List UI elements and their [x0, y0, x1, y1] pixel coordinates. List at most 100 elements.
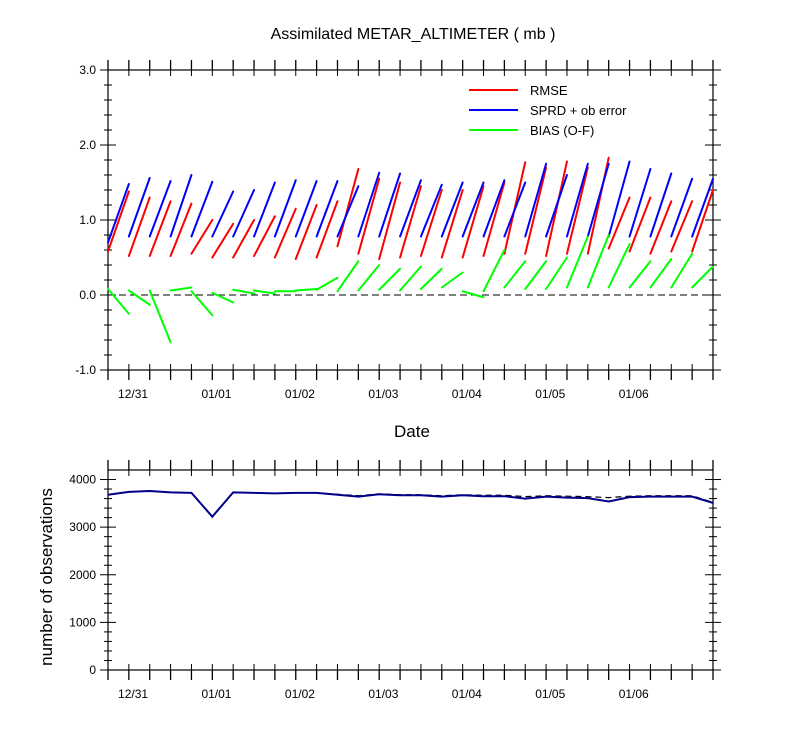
top-series-0-segment [315, 200, 339, 259]
top-series-1-segment [127, 177, 151, 238]
top-series-2-segment [565, 235, 589, 289]
top-series-0-segment [253, 215, 276, 257]
top-series-0-segment [232, 219, 256, 259]
top-series-0-segment [524, 166, 548, 255]
top-series-2-segment [399, 265, 422, 292]
top-series-1-segment [524, 162, 548, 238]
top-series-0-segment [169, 202, 193, 257]
top-series-2-segment [107, 288, 130, 315]
top-series-1-segment [315, 180, 339, 238]
top-series-0-segment [628, 196, 652, 253]
top-series-0-segment [211, 222, 235, 259]
top-series-1-segment [649, 172, 673, 238]
top-series-2-segment [169, 286, 193, 292]
bottom-frame [107, 469, 714, 671]
bottom-ytick-label: 4000 [69, 473, 96, 487]
top-series-0-segment [440, 189, 464, 259]
top-series-2-segment [649, 258, 673, 289]
top-series-2-segment [545, 256, 568, 290]
top-series-2-segment [232, 288, 256, 295]
top-series-0-segment [607, 196, 631, 250]
top-series-0-segment [399, 185, 422, 259]
top-xtick-label: 01/01 [201, 387, 231, 401]
top-series-0-segment [565, 166, 589, 255]
top-series-1-segment [190, 180, 214, 238]
top-ytick-label: 0.0 [79, 288, 96, 302]
top-series-1-segment [399, 179, 422, 238]
top-series-1-segment [670, 177, 694, 238]
bottom-xtick-label: 01/01 [201, 687, 231, 701]
top-series-2-segment [461, 290, 485, 299]
top-series-0-segment [336, 168, 360, 248]
top-series-0-segment [357, 177, 381, 255]
top-ytick-label: -1.0 [75, 363, 96, 377]
legend-label-1: SPRD + ob error [530, 103, 627, 118]
top-chart-legend: RMSE SPRD + ob error BIAS (O-F) [469, 83, 627, 138]
top-chart-xlabel: Date [394, 422, 430, 441]
top-series-1-segment [232, 189, 256, 238]
top-series-2-segment [503, 260, 527, 289]
top-series-2-segment [294, 288, 318, 292]
top-series-1-segment [273, 179, 297, 238]
top-series-2-segment [253, 289, 276, 295]
top-series-1-segment [253, 181, 276, 238]
top-series-1-segment [607, 160, 631, 238]
top-series-0-segment [294, 204, 318, 260]
top-series-2-segment [586, 234, 610, 289]
top-series-0-segment [273, 207, 297, 259]
bottom-xtick-label: 01/05 [535, 687, 565, 701]
bottom-xtick-label: 01/06 [619, 687, 649, 701]
top-series-1-segment [691, 177, 714, 238]
top-series-1-segment [482, 179, 506, 238]
bottom-series-1-line [107, 489, 714, 519]
top-series-0-segment [190, 219, 214, 255]
top-series-2-segment [440, 271, 464, 289]
top-series-1-segment [148, 180, 172, 238]
top-series-0-segment [148, 200, 172, 257]
bottom-xtick-label: 01/03 [368, 687, 398, 701]
top-series-2-segment [628, 260, 652, 289]
bottom-ytick-label: 0 [89, 663, 96, 677]
bottom-chart-ylabel: number of observations [37, 488, 56, 666]
top-series-0-segment [419, 189, 443, 257]
top-series-0-segment [127, 196, 151, 257]
top-series-2-segment [211, 291, 235, 304]
bottom-xtick-label: 01/04 [452, 687, 482, 701]
top-series-1-segment [586, 162, 610, 238]
top-series-1-segment [336, 185, 360, 238]
top-xtick-label: 12/31 [118, 387, 148, 401]
top-series-0-segment [482, 181, 506, 257]
top-ytick-label: 3.0 [79, 63, 96, 77]
top-series-1-segment [440, 181, 464, 238]
top-series-2-segment [691, 265, 714, 289]
bottom-ytick-label: 3000 [69, 520, 96, 534]
bottom-xtick-label: 12/31 [118, 687, 148, 701]
top-series-2-segment [419, 267, 443, 290]
top-series-1-segment [503, 181, 527, 238]
top-series-0-segment [670, 200, 694, 253]
top-series-1-segment [419, 183, 443, 238]
top-xtick-label: 01/03 [368, 387, 398, 401]
top-chart-title: Assimilated METAR_ALTIMETER ( mb ) [271, 26, 556, 43]
top-series-2-segment [357, 264, 381, 292]
top-series-1-segment [628, 168, 652, 238]
top-series-1-segment [294, 180, 318, 238]
top-series-1-segment [461, 181, 485, 238]
top-series-2-segment [336, 260, 360, 293]
bottom-ytick-label: 2000 [69, 568, 96, 582]
top-series-1-segment [545, 174, 568, 238]
top-chart-plot: -1.0 0.0 1.0 2.0 3.0 12/31 01/01 01/02 01/03 01/0… [75, 60, 721, 401]
top-series-1-segment [565, 162, 589, 238]
top-series-2-segment [315, 276, 339, 291]
top-series-2-segment [148, 289, 172, 344]
top-xtick-label: 01/04 [452, 387, 482, 401]
top-ytick-label: 2.0 [79, 138, 96, 152]
top-series-0-segment [691, 189, 714, 253]
top-series-1-segment [211, 190, 235, 238]
top-series-1-segment [107, 183, 130, 244]
top-xtick-label: 01/02 [285, 387, 315, 401]
top-series-1-segment [378, 172, 402, 238]
bottom-xtick-label: 01/02 [285, 687, 315, 701]
bottom-chart-plot: 0 1000 2000 3000 4000 12/31 01/01 01/02 01/03 01/… [69, 460, 721, 701]
top-series-0-segment [107, 190, 130, 253]
